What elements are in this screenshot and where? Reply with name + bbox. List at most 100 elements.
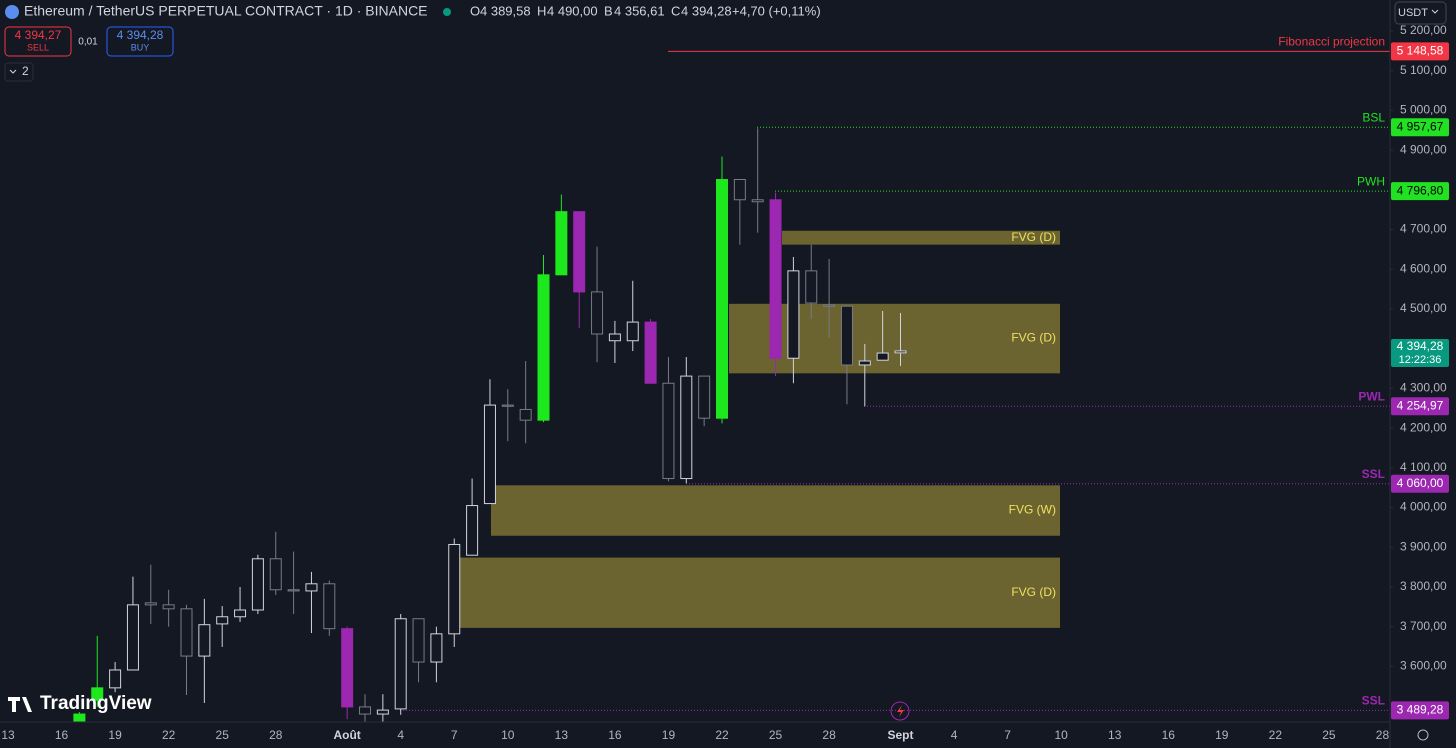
y-tick-label: 3 600,00 (1400, 659, 1447, 673)
fvg-label: FVG (W) (1009, 503, 1056, 517)
event-bolt (897, 705, 904, 717)
buy-button[interactable] (106, 26, 174, 57)
x-tick-label: 4 (397, 728, 404, 742)
candle-body (698, 375, 711, 419)
fvg-zone (455, 557, 1060, 628)
logo: TradingView (40, 693, 152, 714)
y-tick-label: 5 000,00 (1400, 103, 1447, 117)
candle-body (751, 199, 764, 203)
candle-body (716, 179, 728, 419)
x-tick-label: 22 (715, 728, 729, 742)
x-tick-label: 28 (269, 728, 283, 742)
candle-body (519, 408, 532, 421)
candle-body (359, 706, 371, 715)
level-name: PWH (1357, 174, 1385, 188)
candle-body (162, 604, 175, 610)
currency-button[interactable] (1394, 1, 1447, 25)
candle-body (323, 583, 336, 630)
x-tick-label: 19 (662, 728, 676, 742)
plot-area: FVG (D) FVG (D) FVG (W) FVG (D) (73, 50, 1390, 722)
event-icon[interactable] (890, 701, 910, 721)
buy-label[interactable]: BUY (131, 42, 150, 52)
x-tick-label: 19 (1215, 728, 1229, 742)
x-tick-label: 13 (555, 728, 569, 742)
x-tick-label: 13 (1, 728, 15, 742)
candle-body (555, 211, 568, 276)
x-tick-label: 25 (769, 728, 783, 742)
candle-body (234, 609, 247, 618)
candle-body (501, 404, 514, 407)
candle-body (448, 543, 461, 635)
level-price-box (1391, 701, 1449, 720)
ohlc-key: O (470, 3, 480, 18)
level-name: SSL (1362, 694, 1385, 708)
level-name: SSL (1362, 467, 1385, 481)
level-price: 4 796,80 (1397, 183, 1444, 197)
sell-price[interactable]: 4 394,27 (15, 28, 62, 42)
candle-body (876, 352, 889, 361)
level-name: PWL (1358, 389, 1385, 403)
x-tick-label: 16 (608, 728, 622, 742)
x-tick-label: 19 (108, 728, 122, 742)
candle-body (91, 687, 104, 701)
x-tick-label: 7 (451, 728, 458, 742)
candle-body (430, 633, 443, 663)
candle-body (109, 669, 122, 689)
x-tick-label: 16 (1162, 728, 1176, 742)
y-tick-label: 4 900,00 (1400, 142, 1447, 156)
level-price: 3 489,28 (1397, 703, 1444, 717)
buy-price[interactable]: 4 394,28 (117, 28, 164, 42)
level-price-box (1391, 474, 1449, 493)
y-tick-label: 4 200,00 (1400, 420, 1447, 434)
candle-body (805, 270, 818, 304)
x-tick-label: 13 (1108, 728, 1122, 742)
ohlc-key: B (604, 3, 613, 18)
x-tick-label: Sept (887, 728, 913, 742)
settings-icon[interactable] (1417, 729, 1429, 741)
market-status (443, 8, 451, 16)
candle-body (662, 382, 675, 480)
y-tick-label: 4 300,00 (1400, 381, 1447, 395)
indicator-count[interactable]: 2 (22, 64, 29, 78)
candle-body (73, 713, 86, 722)
candle-body (537, 274, 550, 421)
x-tick-label: 28 (822, 728, 836, 742)
candle-body (787, 270, 800, 359)
indicator-toggle[interactable] (4, 62, 34, 82)
fvg-zone (729, 303, 1060, 374)
level-price-box (1391, 397, 1449, 416)
x-tick-label: 16 (55, 728, 69, 742)
x-tick-label: 25 (216, 728, 230, 742)
symbol-title: Ethereum / TetherUS PERPETUAL CONTRACT ·… (24, 3, 428, 19)
candle-body (376, 709, 389, 715)
y-tick-label: 3 900,00 (1400, 539, 1447, 553)
logo-icon (8, 697, 32, 712)
fvg-label: FVG (D) (1011, 230, 1056, 244)
ohlc-value: 4 356,61 (614, 3, 665, 18)
candle-body (466, 505, 479, 556)
level-price-box (1391, 42, 1449, 61)
candle-body (287, 589, 300, 592)
ohlc-change: +4,70 (+0,11%) (732, 3, 821, 18)
candle-body (126, 604, 139, 671)
currency[interactable]: USDT (1398, 7, 1428, 19)
y-tick-label: 3 800,00 (1400, 579, 1447, 593)
candle-body (823, 304, 836, 307)
candle-body (680, 375, 693, 480)
candle-body (644, 321, 657, 384)
fvg-label: FVG (D) (1011, 331, 1056, 345)
sell-button[interactable] (4, 26, 72, 57)
y-tick-label: 4 700,00 (1400, 222, 1447, 236)
sell-label[interactable]: SELL (27, 42, 49, 52)
x-tick-label: 10 (1054, 728, 1068, 742)
candle-body (144, 602, 157, 606)
ohlc-key: C (671, 3, 680, 18)
x-tick-label: 10 (501, 728, 515, 742)
y-tick-label: 4 500,00 (1400, 301, 1447, 315)
y-tick-label: 3 700,00 (1400, 619, 1447, 633)
level-price: 5 148,58 (1397, 44, 1444, 58)
spread: 0,01 (78, 37, 98, 48)
y-tick-label: 5 100,00 (1400, 63, 1447, 77)
